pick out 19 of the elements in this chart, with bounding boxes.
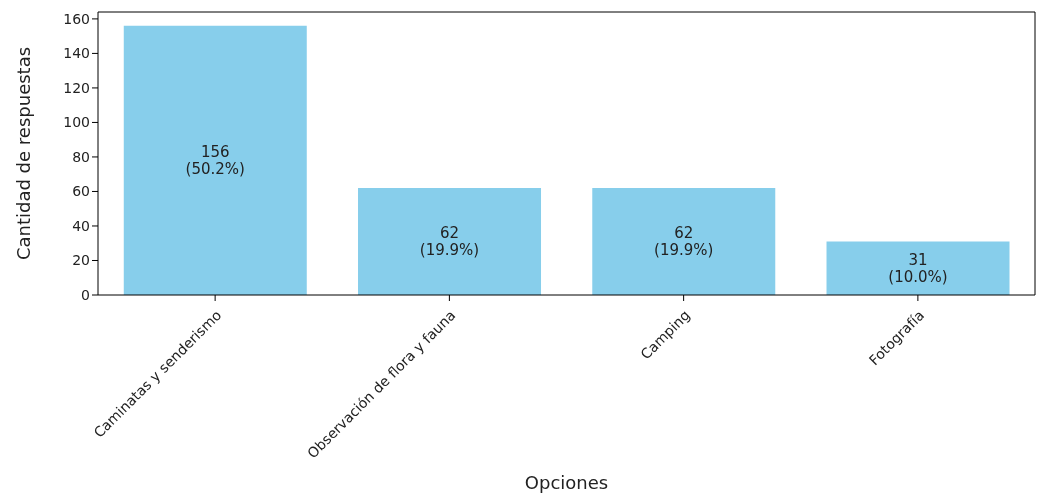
data-label: 62 (19.9%): [654, 224, 714, 260]
y-tick-label: 140: [63, 45, 90, 62]
y-tick-label: 80: [72, 148, 90, 165]
data-label: 156 (50.2%): [185, 142, 245, 178]
y-tick-label: 120: [63, 79, 90, 96]
bar: [592, 188, 776, 295]
bar: [826, 241, 1010, 295]
x-axis-title: Opciones: [524, 472, 609, 493]
y-tick-label: 0: [81, 286, 90, 303]
y-tick-label: 40: [72, 217, 90, 234]
bar: [123, 25, 307, 295]
y-tick-label: 160: [63, 10, 90, 27]
data-label: 31 (10.0%): [888, 250, 948, 286]
y-tick-label: 20: [72, 252, 90, 269]
data-label: 62 (19.9%): [419, 224, 480, 260]
bar: [358, 188, 542, 295]
y-axis-title: Cantidad de respuestas: [13, 46, 35, 261]
y-tick-label: 60: [72, 183, 90, 200]
y-tick-label: 100: [63, 114, 90, 131]
